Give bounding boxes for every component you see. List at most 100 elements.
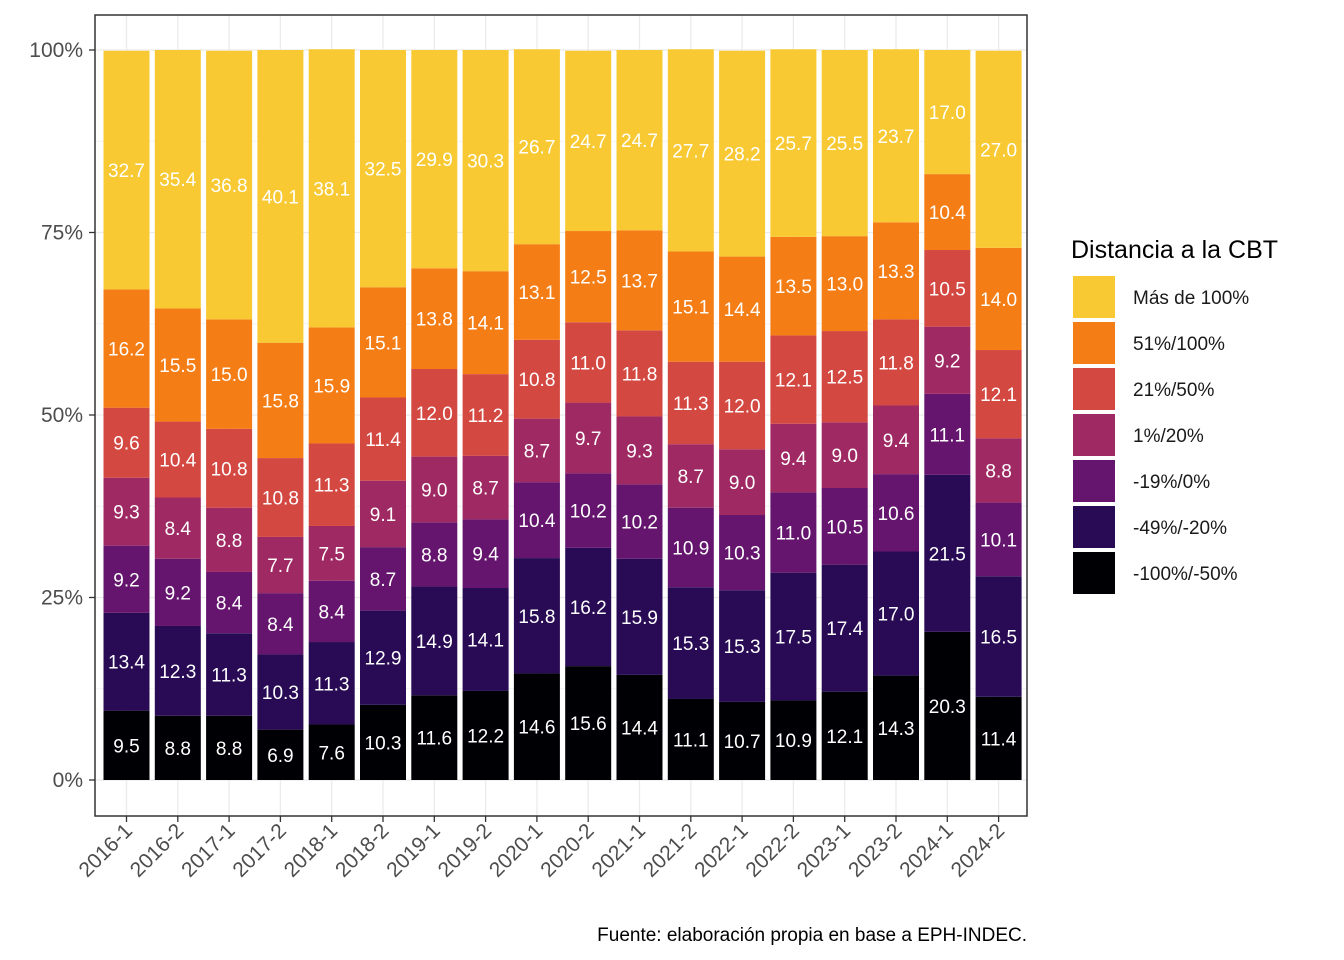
bar-value-label: 11.3 bbox=[211, 666, 247, 687]
bar-value-label: 11.3 bbox=[314, 476, 350, 497]
bar-value-label: 7.7 bbox=[267, 556, 293, 577]
bar-value-label: 15.3 bbox=[672, 634, 709, 655]
bar-value-label: 25.5 bbox=[826, 134, 863, 155]
legend-key bbox=[1073, 322, 1115, 364]
bar-value-label: 12.9 bbox=[365, 649, 402, 670]
bar-value-label: 6.9 bbox=[267, 746, 293, 767]
x-tick-label: 2018-2 bbox=[331, 819, 394, 882]
legend-title: Distancia a la CBT bbox=[1071, 236, 1278, 264]
legend-label: Más de 100% bbox=[1133, 288, 1249, 309]
bar-segment bbox=[154, 497, 201, 559]
bar-value-label: 11.4 bbox=[365, 430, 401, 451]
bar-segment bbox=[924, 250, 971, 327]
x-tick-label: 2017-2 bbox=[228, 819, 291, 882]
bar-segment bbox=[873, 405, 919, 475]
bar-value-label: 8.4 bbox=[318, 602, 345, 623]
bar-segment bbox=[873, 474, 919, 552]
bar-segment bbox=[616, 230, 663, 331]
legend-label: -100%/-50% bbox=[1133, 564, 1238, 585]
bar-value-label: 17.4 bbox=[826, 619, 863, 640]
bar-segment bbox=[308, 443, 355, 526]
bar-value-label: 15.6 bbox=[570, 714, 607, 735]
bar-segment bbox=[206, 633, 253, 716]
bar-value-label: 10.8 bbox=[262, 488, 299, 509]
y-tick-label: 100% bbox=[29, 39, 83, 62]
bar-value-label: 25.7 bbox=[775, 134, 812, 155]
bar-value-label: 11.0 bbox=[570, 353, 606, 374]
bar-value-label: 10.1 bbox=[980, 530, 1017, 551]
bar-value-label: 9.6 bbox=[113, 434, 139, 455]
bar-value-label: 10.3 bbox=[262, 683, 299, 704]
bar-segment bbox=[565, 402, 612, 474]
bar-value-label: 14.4 bbox=[621, 718, 658, 739]
bar-value-label: 9.0 bbox=[831, 446, 857, 467]
bar-value-label: 15.1 bbox=[672, 298, 709, 319]
x-tick-label: 2016-2 bbox=[126, 819, 189, 882]
bar-value-label: 10.9 bbox=[775, 731, 812, 752]
bar-segment bbox=[308, 580, 355, 643]
bar-segment bbox=[873, 222, 919, 320]
bar-segment bbox=[616, 50, 663, 231]
bar-labels-layer: 9.5 13.4 9.2 9.3 9.6 16.2 32.7 8.8 12.3 9.2 8.4 10.… bbox=[108, 103, 1017, 767]
bar-value-label: 28.2 bbox=[724, 145, 761, 166]
bar-segment bbox=[667, 49, 714, 252]
bar-segment bbox=[360, 50, 406, 288]
bar-value-label: 11.3 bbox=[314, 674, 350, 695]
bar-value-label: 9.5 bbox=[113, 736, 139, 757]
bar-segment bbox=[257, 536, 304, 594]
bar-segment bbox=[873, 319, 919, 406]
bar-value-label: 12.5 bbox=[826, 368, 863, 389]
bar-value-label: 8.4 bbox=[267, 615, 294, 636]
bar-value-label: 27.0 bbox=[980, 140, 1017, 161]
bar-value-label: 11.1 bbox=[673, 730, 709, 751]
bar-value-label: 16.5 bbox=[980, 628, 1017, 649]
bar-value-label: 9.4 bbox=[883, 431, 910, 452]
legend-key bbox=[1073, 414, 1115, 456]
bar-value-label: 13.3 bbox=[878, 262, 915, 283]
bar-value-label: 13.1 bbox=[518, 283, 555, 304]
legend-key bbox=[1073, 506, 1115, 548]
bar-value-label: 11.8 bbox=[622, 364, 658, 385]
bar-segment bbox=[308, 525, 355, 581]
bar-value-label: 10.5 bbox=[826, 517, 863, 538]
bar-value-label: 14.4 bbox=[724, 300, 761, 321]
bar-value-label: 8.4 bbox=[165, 519, 192, 540]
bar-segment bbox=[719, 515, 766, 591]
x-tick-label: 2022-1 bbox=[690, 819, 753, 882]
bar-segment bbox=[462, 690, 509, 780]
legend-key bbox=[1073, 368, 1115, 410]
chart-caption: Fuente: elaboración propia en base a EPH… bbox=[597, 925, 1027, 946]
bar-segment bbox=[565, 547, 612, 667]
y-tick-label: 50% bbox=[41, 404, 83, 427]
bar-value-label: 38.1 bbox=[313, 179, 350, 200]
bar-segment bbox=[154, 421, 201, 498]
bar-segment bbox=[821, 564, 868, 692]
x-tick-label: 2020-2 bbox=[536, 819, 599, 882]
bar-value-label: 21.5 bbox=[929, 544, 966, 565]
bar-value-label: 12.1 bbox=[980, 385, 1017, 406]
bar-value-label: 10.6 bbox=[878, 504, 915, 525]
bar-segment bbox=[565, 322, 612, 403]
bar-value-label: 29.9 bbox=[416, 150, 453, 171]
bar-segment bbox=[719, 449, 766, 516]
bar-value-label: 15.9 bbox=[621, 608, 658, 629]
bar-value-label: 10.8 bbox=[518, 370, 555, 391]
bar-segment bbox=[616, 558, 663, 675]
bar-segment bbox=[360, 480, 406, 548]
bar-segment bbox=[975, 247, 1022, 351]
bar-value-label: 9.2 bbox=[113, 570, 139, 591]
bar-segment bbox=[462, 50, 509, 272]
bar-segment bbox=[719, 590, 766, 702]
bar-value-label: 8.7 bbox=[370, 570, 396, 591]
legend-key bbox=[1073, 276, 1115, 318]
bar-segment bbox=[719, 361, 766, 450]
bar-value-label: 10.8 bbox=[211, 459, 248, 480]
bar-segment bbox=[308, 642, 355, 725]
bar-segment bbox=[206, 715, 253, 780]
bar-value-label: 15.9 bbox=[313, 376, 350, 397]
bar-segment bbox=[821, 691, 868, 780]
bar-segment bbox=[411, 586, 458, 696]
bar-segment bbox=[411, 50, 458, 269]
bar-value-label: 12.5 bbox=[570, 268, 607, 289]
x-tick-label: 2017-1 bbox=[177, 819, 240, 882]
